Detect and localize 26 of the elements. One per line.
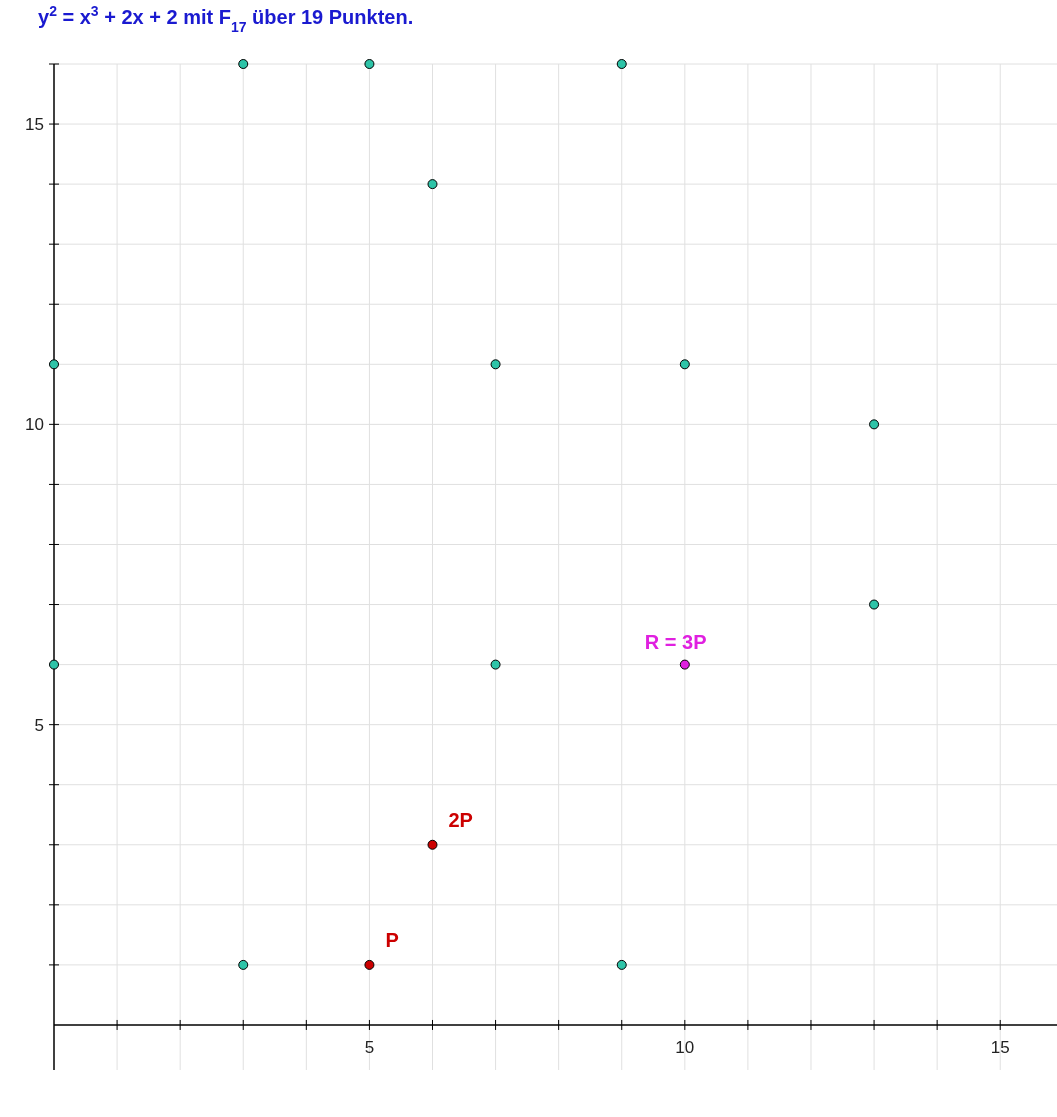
point [427, 179, 438, 190]
x-tick-label: 10 [675, 1037, 695, 1057]
point [427, 839, 438, 850]
point [238, 959, 249, 970]
point [679, 659, 690, 670]
point [490, 659, 501, 670]
point [679, 359, 690, 370]
series-label: 2P [448, 808, 473, 831]
point [616, 59, 627, 69]
point [869, 599, 880, 610]
x-tick-label: 15 [990, 1037, 1010, 1057]
series-label: R = 3P [644, 630, 707, 653]
y-tick-label: 15 [25, 115, 44, 135]
y-tick-label: 5 [34, 715, 44, 735]
point [869, 419, 880, 430]
point [490, 359, 501, 370]
point [49, 359, 59, 370]
point [364, 959, 375, 970]
point [364, 59, 375, 69]
series-label: P [385, 928, 399, 951]
chart-title: y$^{2}$ = x$^{3}$ + 2x + 2 mit F$_{17}$ über 19 Punkten. [38, 3, 414, 35]
point [616, 959, 627, 970]
point [49, 659, 59, 670]
point [238, 59, 249, 69]
y-tick-label: 10 [25, 415, 44, 435]
x-tick-label: 5 [364, 1037, 375, 1057]
